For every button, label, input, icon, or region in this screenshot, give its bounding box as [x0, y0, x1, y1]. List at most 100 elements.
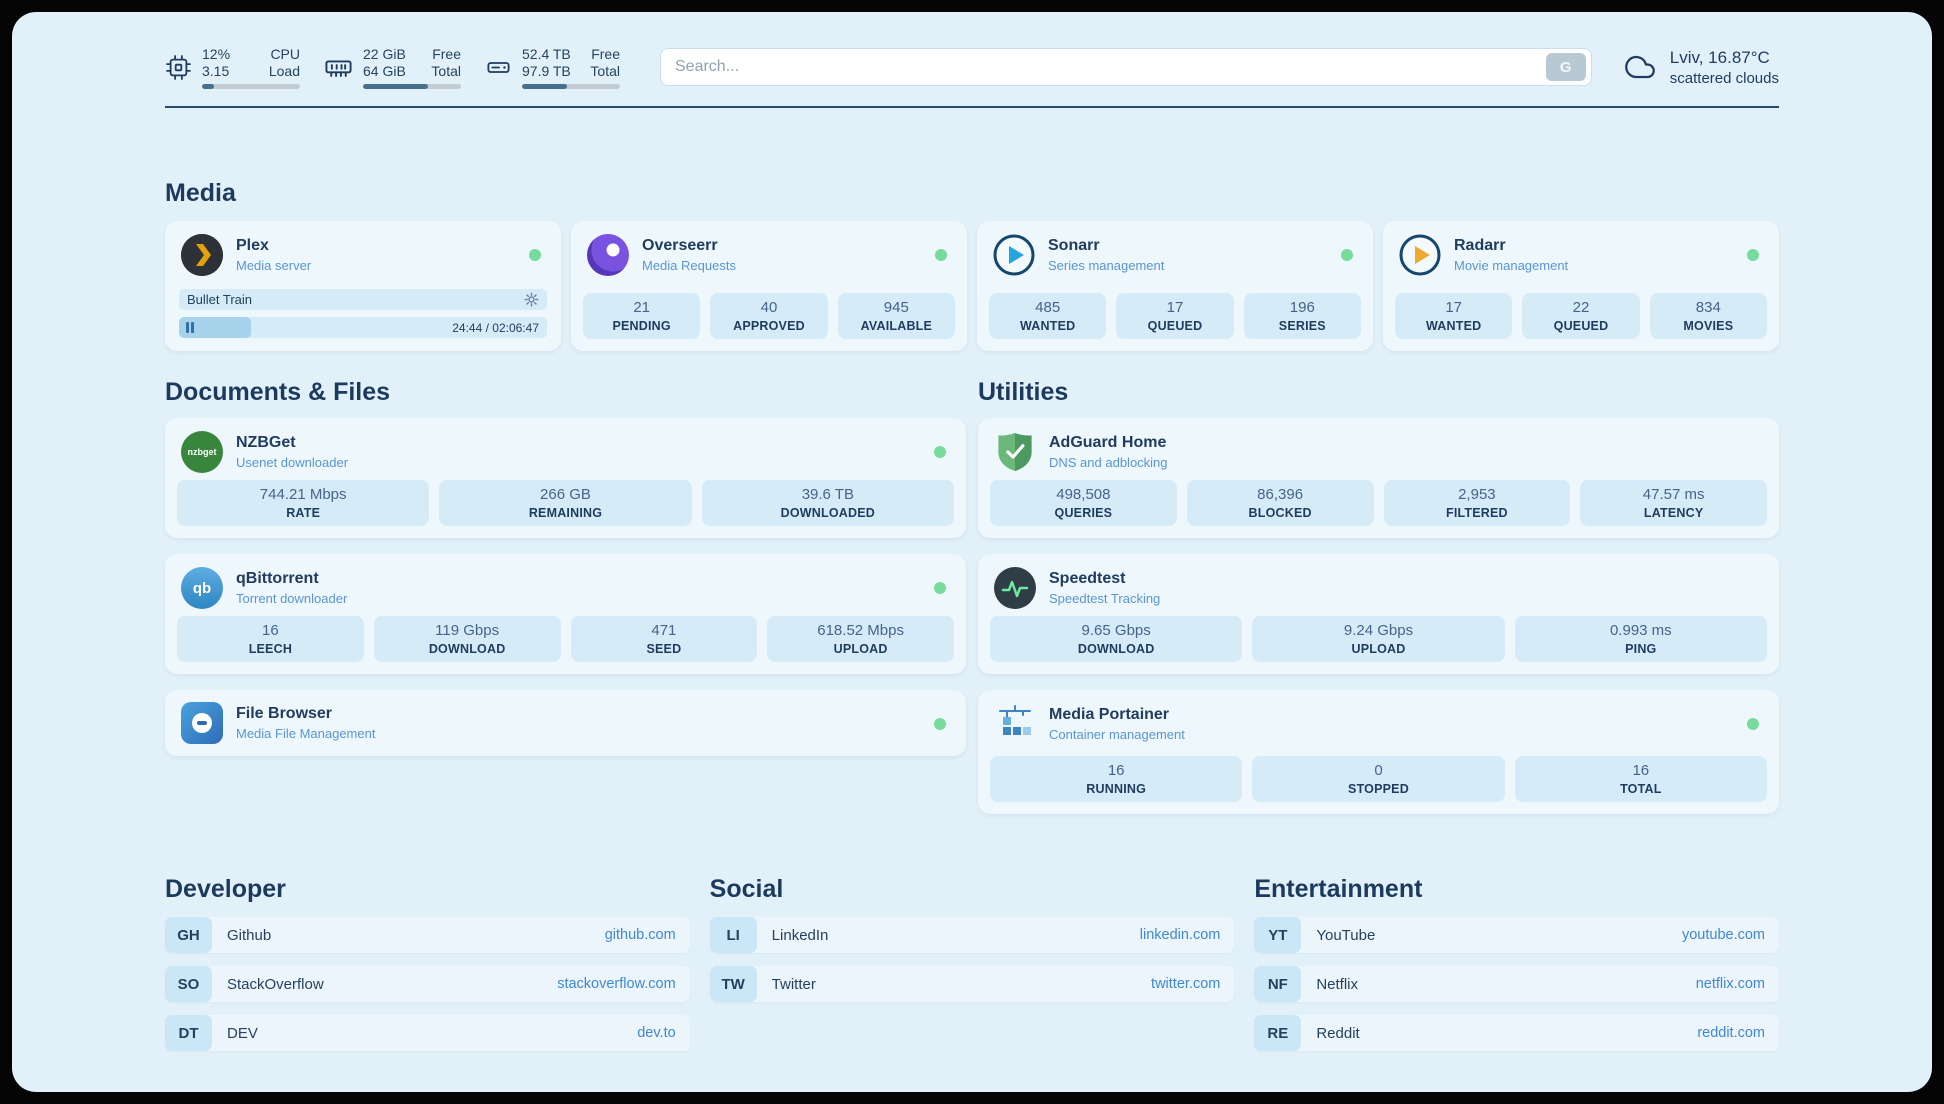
app-name: Sonarr — [1048, 237, 1100, 254]
stat-box: 0.993 ms PING — [1514, 616, 1767, 662]
disk-usage-bar — [522, 83, 620, 89]
bookmark-github[interactable]: GH Github github.com — [165, 917, 690, 953]
cpu-chip-icon — [165, 54, 192, 81]
stat-value: 9.65 Gbps — [1081, 622, 1151, 639]
stat-box: 86,396 BLOCKED — [1186, 480, 1374, 526]
bookmark-twitter[interactable]: TW Twitter twitter.com — [709, 966, 1235, 1002]
now-playing-bar: Bullet Train — [179, 289, 547, 310]
stat-box: 498,508 QUERIES — [990, 480, 1177, 526]
stat-label: APPROVED — [733, 319, 805, 333]
stat-box: 485 WANTED — [989, 293, 1107, 339]
app-card-portainer: Media Portainer Container management 16 R… — [978, 690, 1779, 814]
filebrowser-icon[interactable] — [181, 702, 223, 744]
status-dot — [934, 582, 946, 594]
app-subtitle: Speedtest Tracking — [1049, 591, 1161, 606]
search-input[interactable] — [675, 58, 1546, 76]
stat-value: 471 — [651, 622, 677, 639]
stat-value: 9.24 Gbps — [1343, 622, 1414, 639]
weather-location: Lviv, 16.87°C — [1669, 47, 1770, 67]
bookmark-url[interactable]: twitter.com — [1151, 976, 1221, 992]
bookmark-abbr: YT — [1254, 917, 1302, 953]
stat-value: 16 — [1107, 762, 1125, 779]
overseerr-icon[interactable] — [587, 234, 629, 276]
bookmark-name: Twitter — [771, 975, 816, 993]
stat-label: QUERIES — [1054, 506, 1113, 520]
ram-usage-bar-fill — [363, 83, 428, 89]
app-subtitle: Torrent downloader — [236, 591, 348, 606]
stat-value: 21 — [633, 299, 650, 316]
bookmark-url[interactable]: stackoverflow.com — [557, 976, 676, 992]
qbittorrent-icon[interactable]: qb — [181, 567, 223, 609]
app-name: Radarr — [1454, 237, 1506, 254]
bookmark-dev[interactable]: DT DEV dev.to — [165, 1015, 690, 1051]
app-name: NZBGet — [236, 434, 296, 451]
search-engine-button[interactable]: G — [1545, 53, 1586, 81]
sonarr-icon[interactable] — [993, 234, 1035, 276]
bookmark-url[interactable]: netflix.com — [1695, 976, 1766, 992]
plex-icon[interactable] — [181, 234, 223, 276]
stat-box: 17 QUEUED — [1116, 293, 1234, 339]
stat-value: 16 — [1632, 762, 1650, 779]
bookmark-abbr: TW — [709, 966, 757, 1002]
gear-icon[interactable] — [524, 292, 539, 307]
stat-value: 196 — [1289, 299, 1315, 316]
radarr-icon[interactable] — [1399, 234, 1441, 276]
top-bar: 12% CPU 3.15 Load 22 GiB Free 64 GiB Total — [165, 42, 1779, 92]
portainer-crane-icon[interactable] — [994, 703, 1036, 745]
cpu-load-value: 3.15 — [202, 62, 230, 79]
nzbget-icon[interactable]: nzbget — [181, 431, 223, 473]
section-title-media: Media — [165, 179, 236, 207]
ram-free-value: 22 GiB — [363, 45, 406, 62]
stat-value: 47.57 ms — [1642, 486, 1705, 503]
bookmark-youtube[interactable]: YT YouTube youtube.com — [1254, 917, 1780, 953]
bookmark-url[interactable]: dev.to — [637, 1025, 676, 1041]
status-dot — [934, 446, 946, 458]
playback-progress-bar[interactable]: 24:44 / 02:06:47 — [179, 317, 547, 338]
pause-icon[interactable] — [186, 322, 194, 333]
stat-label: QUEUED — [1147, 319, 1203, 333]
stat-box: 21 PENDING — [583, 293, 701, 339]
bookmark-url[interactable]: linkedin.com — [1139, 927, 1221, 943]
stat-label: PENDING — [612, 319, 671, 333]
bookmark-stackoverflow[interactable]: SO StackOverflow stackoverflow.com — [165, 966, 690, 1002]
bookmark-linkedin[interactable]: LI LinkedIn linkedin.com — [709, 917, 1235, 953]
ram-total-value: 64 GiB — [363, 62, 406, 79]
cpu-widget: 12% CPU 3.15 Load — [165, 46, 300, 89]
bookmark-reddit[interactable]: RE Reddit reddit.com — [1254, 1015, 1780, 1051]
stat-box: 0 STOPPED — [1252, 756, 1505, 802]
bookmark-url[interactable]: github.com — [604, 927, 676, 943]
cpu-label-top: CPU — [270, 45, 300, 62]
app-card-nzbget: nzbget NZBGet Usenet downloader 744.21 M… — [165, 418, 966, 538]
stat-value: 945 — [883, 299, 909, 316]
bookmark-netflix[interactable]: NF Netflix netflix.com — [1254, 966, 1780, 1002]
stat-box: 9.24 Gbps UPLOAD — [1252, 616, 1505, 662]
disk-icon — [485, 54, 512, 81]
app-card-qbittorrent: qb qBittorrent Torrent downloader 16 LEEC… — [165, 554, 966, 674]
ram-widget: 22 GiB Free 64 GiB Total — [324, 46, 461, 89]
disk-usage-bar-fill — [522, 83, 568, 89]
section-title-utilities: Utilities — [978, 378, 1069, 406]
bookmark-url[interactable]: youtube.com — [1681, 927, 1766, 943]
bookmark-abbr: LI — [709, 917, 757, 953]
stat-box: 471 SEED — [570, 616, 758, 662]
bookmark-name: Netflix — [1316, 975, 1359, 993]
disk-label-bottom: Total — [590, 62, 620, 79]
bookmark-name: StackOverflow — [227, 975, 324, 993]
stat-value: 86,396 — [1257, 486, 1304, 503]
disk-label-top: Free — [591, 45, 620, 62]
stat-label: REMAINING — [528, 506, 603, 520]
bookmark-abbr: NF — [1254, 966, 1302, 1002]
stat-box: 196 SERIES — [1243, 293, 1361, 339]
speedtest-icon[interactable] — [994, 567, 1036, 609]
cpu-usage-value: 12% — [202, 45, 231, 62]
bookmark-url[interactable]: reddit.com — [1697, 1025, 1766, 1041]
stat-box: 266 GB REMAINING — [439, 480, 692, 526]
stat-label: LEECH — [248, 642, 293, 656]
stat-box: 2,953 FILTERED — [1383, 480, 1571, 526]
developer-section: Developer GH Github github.com SO StackO… — [165, 874, 690, 1064]
stat-box: 834 MOVIES — [1649, 293, 1767, 339]
bookmark-abbr: DT — [165, 1015, 212, 1051]
section-title-social: Social — [709, 875, 784, 903]
adguard-shield-icon[interactable] — [994, 431, 1036, 473]
stat-label: TOTAL — [1620, 782, 1662, 796]
